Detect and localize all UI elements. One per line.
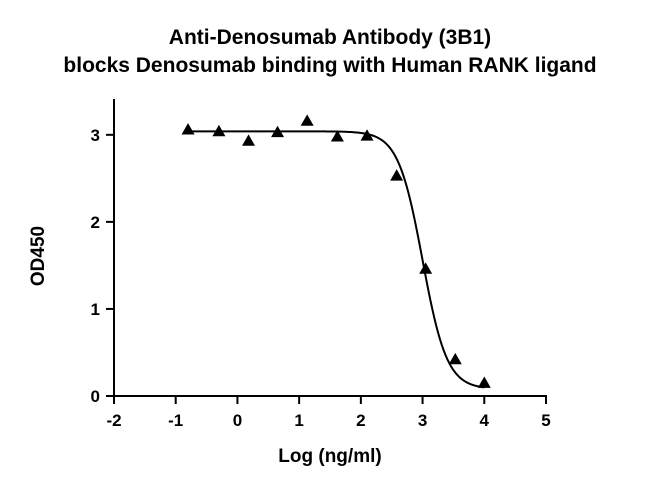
data-point <box>300 114 314 126</box>
data-point <box>477 376 491 388</box>
y-tick-label: 3 <box>91 126 100 145</box>
data-point <box>360 129 374 141</box>
x-tick-label: 3 <box>418 411 427 430</box>
x-tick-label: -1 <box>168 411 183 430</box>
axes <box>113 99 547 397</box>
y-tick-label: 0 <box>91 387 100 406</box>
data-point <box>212 124 226 137</box>
data-point <box>448 352 462 365</box>
x-tick-label: 5 <box>541 411 550 430</box>
data-point <box>390 169 404 181</box>
data-point <box>271 125 285 138</box>
data-points <box>181 114 491 388</box>
data-point <box>242 134 256 146</box>
data-point <box>419 262 433 274</box>
data-point <box>181 123 195 135</box>
y-axis-label: OD450 <box>28 226 49 286</box>
y-axis-ticks: 0 1 2 3 <box>91 126 114 406</box>
x-axis-ticks: -2 -1 0 1 2 3 4 5 <box>106 396 551 430</box>
y-tick-label: 1 <box>91 300 100 319</box>
x-tick-label: 4 <box>480 411 490 430</box>
y-tick-label: 2 <box>91 213 100 232</box>
chart-subtitle: blocks Denosumab binding with Human RANK… <box>63 54 596 77</box>
x-tick-label: 0 <box>233 411 242 430</box>
x-tick-label: 2 <box>356 411 365 430</box>
fit-curve <box>188 130 485 389</box>
x-tick-label: 1 <box>294 411 303 430</box>
chart-title: Anti-Denosumab Antibody (3B1) <box>169 26 491 49</box>
data-point <box>330 130 344 142</box>
x-axis-label: Log (ng/ml) <box>278 446 381 467</box>
x-tick-label: -2 <box>106 411 121 430</box>
